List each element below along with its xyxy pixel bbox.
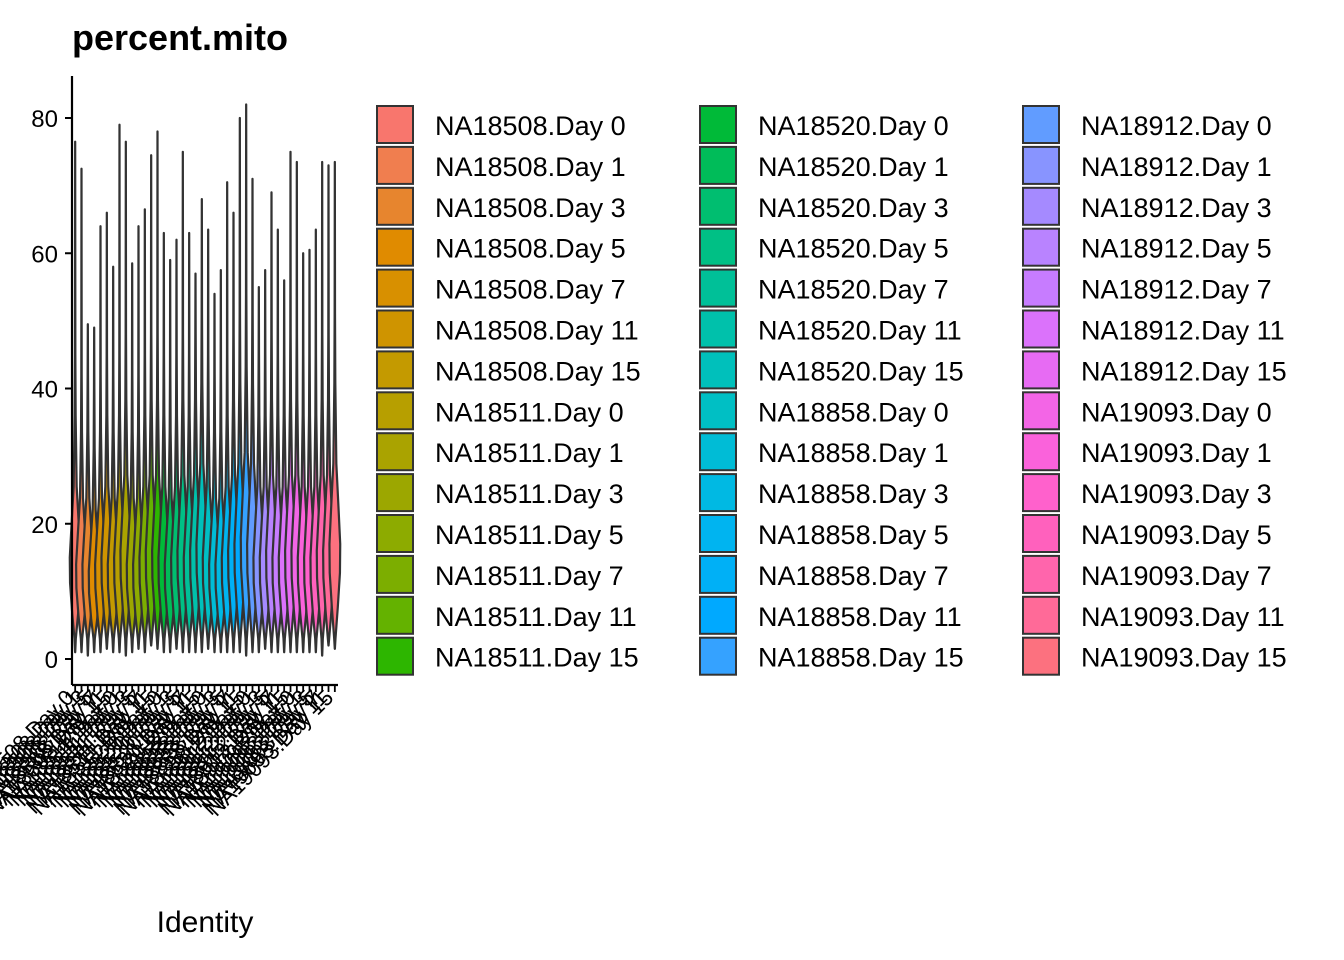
- legend-swatch: [376, 186, 414, 226]
- legend-label: NA19093.Day 7: [1081, 561, 1272, 591]
- legend-label: NA18511.Day 15: [435, 643, 639, 673]
- legend-swatch: [376, 473, 414, 513]
- legend-swatch: [1022, 268, 1060, 308]
- legend-swatch: [1022, 473, 1060, 513]
- legend-swatch: [699, 350, 737, 390]
- y-tick-label: 0: [45, 647, 58, 674]
- legend-swatch: [376, 350, 414, 390]
- legend-label: NA18912.Day 0: [1081, 111, 1272, 141]
- legend-label: NA18912.Day 3: [1081, 193, 1272, 223]
- legend-swatch: [1022, 145, 1060, 185]
- legend-swatch: [376, 636, 414, 676]
- chart-title: percent.mito: [72, 17, 288, 58]
- legend-swatch: [1022, 636, 1060, 676]
- legend-label: NA18912.Day 15: [1081, 356, 1287, 386]
- legend-label: NA18912.Day 5: [1081, 234, 1272, 264]
- legend-swatch: [1022, 595, 1060, 635]
- y-tick-label: 20: [31, 512, 58, 539]
- legend-label: NA19093.Day 5: [1081, 520, 1272, 550]
- legend-label: NA18508.Day 7: [435, 275, 626, 305]
- legend-swatch: [699, 105, 737, 144]
- legend-swatch: [376, 268, 414, 308]
- legend-label: NA18508.Day 15: [435, 356, 641, 386]
- legend-swatch: [1022, 227, 1060, 267]
- legend-label: NA19093.Day 0: [1081, 397, 1272, 427]
- legend-swatch: [376, 227, 414, 267]
- legend-swatch: [699, 309, 737, 349]
- legend-label: NA19093.Day 3: [1081, 479, 1272, 509]
- legend-label: NA18912.Day 1: [1081, 152, 1272, 182]
- legend-label: NA18858.Day 3: [758, 479, 949, 509]
- legend-swatch: [376, 309, 414, 349]
- violins: [68, 103, 342, 657]
- y-tick-label: 80: [31, 106, 58, 133]
- legend-label: NA18511.Day 5: [435, 520, 624, 550]
- legend-label: NA18858.Day 5: [758, 520, 949, 550]
- legend-swatch: [1022, 186, 1060, 226]
- legend-swatch: [376, 432, 414, 472]
- legend-label: NA18508.Day 5: [435, 234, 626, 264]
- legend-label: NA19093.Day 15: [1081, 643, 1287, 673]
- y-axis: 0 20 40 60 80: [31, 76, 74, 685]
- x-axis-title: Identity: [157, 906, 254, 939]
- legend-label: NA18508.Day 3: [435, 193, 626, 223]
- legend-swatch: [1022, 432, 1060, 472]
- legend-label: NA18508.Day 11: [435, 316, 639, 346]
- legend-swatch: [376, 595, 414, 635]
- violin: [328, 160, 342, 650]
- legend-swatch: [376, 391, 414, 431]
- legend-label: NA18508.Day 0: [435, 111, 626, 141]
- legend-label: NA19093.Day 1: [1081, 438, 1272, 468]
- legend-label: NA18912.Day 11: [1081, 316, 1285, 346]
- legend-swatch: [376, 554, 414, 594]
- legend-swatch: [376, 105, 414, 144]
- legend-label: NA18858.Day 0: [758, 397, 949, 427]
- legend-swatch: [699, 268, 737, 308]
- legend-label: NA18520.Day 15: [758, 356, 964, 386]
- legend-label: NA18912.Day 7: [1081, 275, 1272, 305]
- legend-swatch: [699, 391, 737, 431]
- legend-label: NA18520.Day 7: [758, 275, 949, 305]
- legend-swatch: [376, 145, 414, 185]
- legend-label: NA18520.Day 3: [758, 193, 949, 223]
- legend-swatch: [699, 227, 737, 267]
- legend-swatch: [1022, 309, 1060, 349]
- legend-swatch: [1022, 105, 1060, 144]
- legend-label: NA18858.Day 11: [758, 602, 962, 632]
- legend-label: NA18508.Day 1: [435, 152, 626, 182]
- legend-swatch: [699, 595, 737, 635]
- legend-swatch: [376, 514, 414, 553]
- legend-swatch: [699, 186, 737, 226]
- legend-swatch: [1022, 391, 1060, 431]
- legend-label: NA18511.Day 3: [435, 479, 624, 509]
- legend-label: NA19093.Day 11: [1081, 602, 1285, 632]
- legend-label: NA18858.Day 7: [758, 561, 949, 591]
- legend-label: NA18511.Day 7: [435, 561, 624, 591]
- y-tick-label: 60: [31, 241, 58, 268]
- legend-swatch: [699, 554, 737, 594]
- legend-swatch: [1022, 554, 1060, 594]
- legend-label: NA18520.Day 1: [758, 152, 949, 182]
- legend-swatch: [699, 145, 737, 185]
- legend-label: NA18520.Day 0: [758, 111, 949, 141]
- legend-label: NA18520.Day 11: [758, 316, 962, 346]
- legend-label: NA18858.Day 1: [758, 438, 949, 468]
- legend-label: NA18511.Day 11: [435, 602, 637, 632]
- legend-label: NA18520.Day 5: [758, 234, 949, 264]
- y-tick-label: 40: [31, 377, 58, 404]
- legend-label: NA18511.Day 0: [435, 397, 624, 427]
- legend: NA18508.Day 0 NA18508.Day 1 NA18508.Day 3 N…: [376, 105, 1287, 676]
- legend-swatch: [699, 432, 737, 472]
- legend-swatch: [699, 636, 737, 676]
- legend-swatch: [699, 473, 737, 513]
- legend-swatch: [1022, 514, 1060, 553]
- legend-swatch: [1022, 350, 1060, 390]
- legend-label: NA18511.Day 1: [435, 438, 624, 468]
- legend-swatch: [699, 514, 737, 553]
- legend-label: NA18858.Day 15: [758, 643, 964, 673]
